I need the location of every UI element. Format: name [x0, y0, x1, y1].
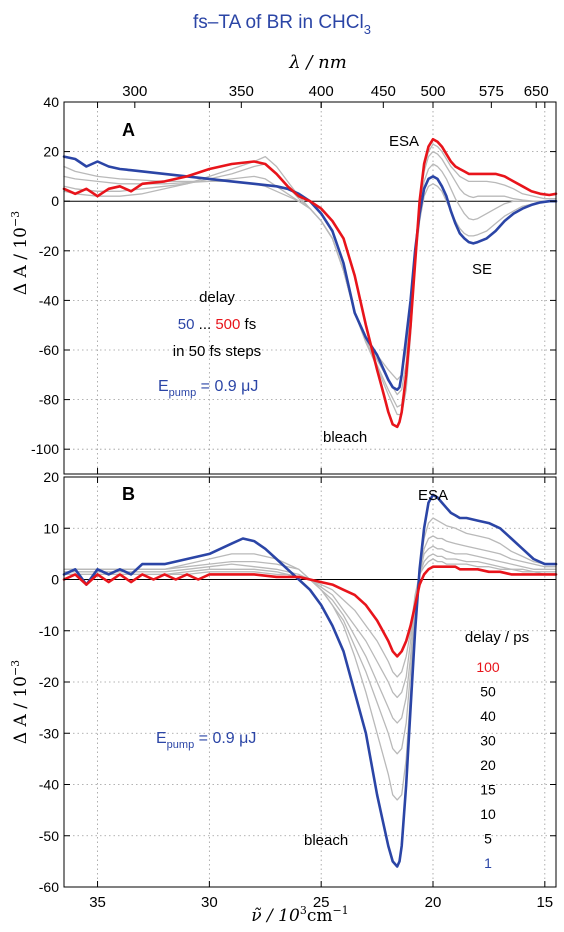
- y-tick-label: -20: [39, 674, 59, 690]
- y-tick-label: -20: [39, 243, 59, 259]
- panel-a-axes: 40 20 0 -20 -40 -60 -80 -100 300 350 400 450 500 575 6…: [31, 83, 556, 474]
- y-tick-label: -80: [39, 392, 59, 408]
- panel-b-frame: [63, 476, 557, 888]
- panel-a-epump: Epump = 0.9 μJ: [158, 378, 258, 399]
- y-tick-label: 10: [43, 520, 59, 536]
- legend-entry: 1: [484, 855, 492, 871]
- panel-a-esa-label: ESA: [389, 133, 419, 150]
- panel-a-bleach-label: bleach: [323, 429, 367, 446]
- panel-a-series-gray-3: [63, 163, 557, 396]
- panel-b-series-gray-6: [63, 558, 557, 678]
- top-tick-label: 450: [371, 83, 396, 100]
- panel-b-grid: [64, 476, 556, 888]
- panel-a-series-gray-4: [63, 150, 557, 408]
- top-tick-label: 650: [524, 83, 549, 100]
- panel-a-grid: [64, 101, 556, 474]
- y-tick-label: -60: [39, 342, 59, 358]
- panel-b-series: [62, 493, 558, 868]
- top-tick-label: 500: [420, 83, 445, 100]
- y-tick-label: -60: [39, 879, 59, 895]
- y-tick-label: -100: [31, 441, 59, 457]
- delay-range: 50 ... 500 fs: [178, 316, 256, 333]
- panel-b-epump: Epump = 0.9 μJ: [156, 730, 256, 751]
- x-tick-label: 15: [536, 894, 553, 911]
- x-axis-label: ν̃ / 103cm−1: [251, 904, 348, 926]
- y-tick-label: 20: [43, 144, 59, 160]
- delay-end: 500: [215, 316, 240, 333]
- x-tick-label: 25: [313, 894, 330, 911]
- panel-a-series-gray-5: [63, 143, 557, 416]
- panel-a-label: A: [122, 120, 135, 140]
- legend-entry: 15: [480, 782, 496, 798]
- panel-a: 40 20 0 -20 -40 -60 -80 -100 300 350 400 450 500 575 6…: [31, 83, 558, 475]
- panel-a-se-label: SE: [472, 261, 492, 278]
- x-tick-label: 20: [425, 894, 442, 911]
- y-tick-label: -40: [39, 292, 59, 308]
- x-tick-label: 35: [89, 894, 106, 911]
- panel-b-legend: 100 50 40 30 20 15 10 5 1: [476, 659, 500, 871]
- title-subscript: 3: [364, 22, 371, 37]
- panel-b-series-blue-0: [62, 493, 558, 868]
- legend-entry: 100: [476, 659, 500, 675]
- x-tick-label: 30: [201, 894, 218, 911]
- panel-b-label: B: [122, 484, 135, 504]
- top-tick-label: 350: [229, 83, 254, 100]
- y-tick-label: 40: [43, 94, 59, 110]
- top-tick-label: 400: [309, 83, 334, 100]
- legend-entry: 40: [480, 708, 496, 724]
- panel-a-series-red-1: [62, 137, 558, 429]
- panel-b-series-gray-5: [63, 553, 557, 699]
- y-tick-label: -30: [39, 725, 59, 741]
- panel-b-series-gray-4: [63, 545, 557, 724]
- y-axis-label-a: Δ A / 10−3: [9, 211, 31, 295]
- panel-b-series-gray-3: [63, 535, 557, 755]
- panel-b-bleach-label: bleach: [304, 832, 348, 849]
- panel-b-series-gray-2: [63, 517, 557, 801]
- delay-start: 50: [178, 316, 195, 333]
- y-tick-label: 0: [51, 193, 59, 209]
- figure-title: fs–TA of BR in CHCl3: [193, 12, 371, 37]
- panel-b-series-red-1: [62, 565, 558, 658]
- delay-steps: in 50 fs steps: [173, 343, 261, 360]
- legend-entry: 5: [484, 831, 492, 847]
- y-tick-label: 20: [43, 469, 59, 485]
- top-tick-label: 575: [479, 83, 504, 100]
- legend-entry: 30: [480, 733, 496, 749]
- top-axis-label: λ / nm: [288, 52, 347, 73]
- panel-a-series: [62, 137, 558, 429]
- y-tick-label: -50: [39, 828, 59, 844]
- delay-ps-title: delay / ps: [465, 629, 529, 646]
- panel-b-esa-label: ESA: [418, 487, 448, 504]
- y-tick-label: 0: [51, 572, 59, 588]
- y-tick-label: -40: [39, 777, 59, 793]
- legend-entry: 50: [480, 684, 496, 700]
- legend-entry: 10: [480, 806, 496, 822]
- panel-a-frame: [63, 101, 557, 475]
- delay-title: delay: [199, 289, 235, 306]
- y-axis-label-b: Δ A / 10−3: [9, 660, 31, 744]
- top-tick-label: 300: [122, 83, 147, 100]
- legend-entry: 20: [480, 757, 496, 773]
- y-tick-label: -10: [39, 623, 59, 639]
